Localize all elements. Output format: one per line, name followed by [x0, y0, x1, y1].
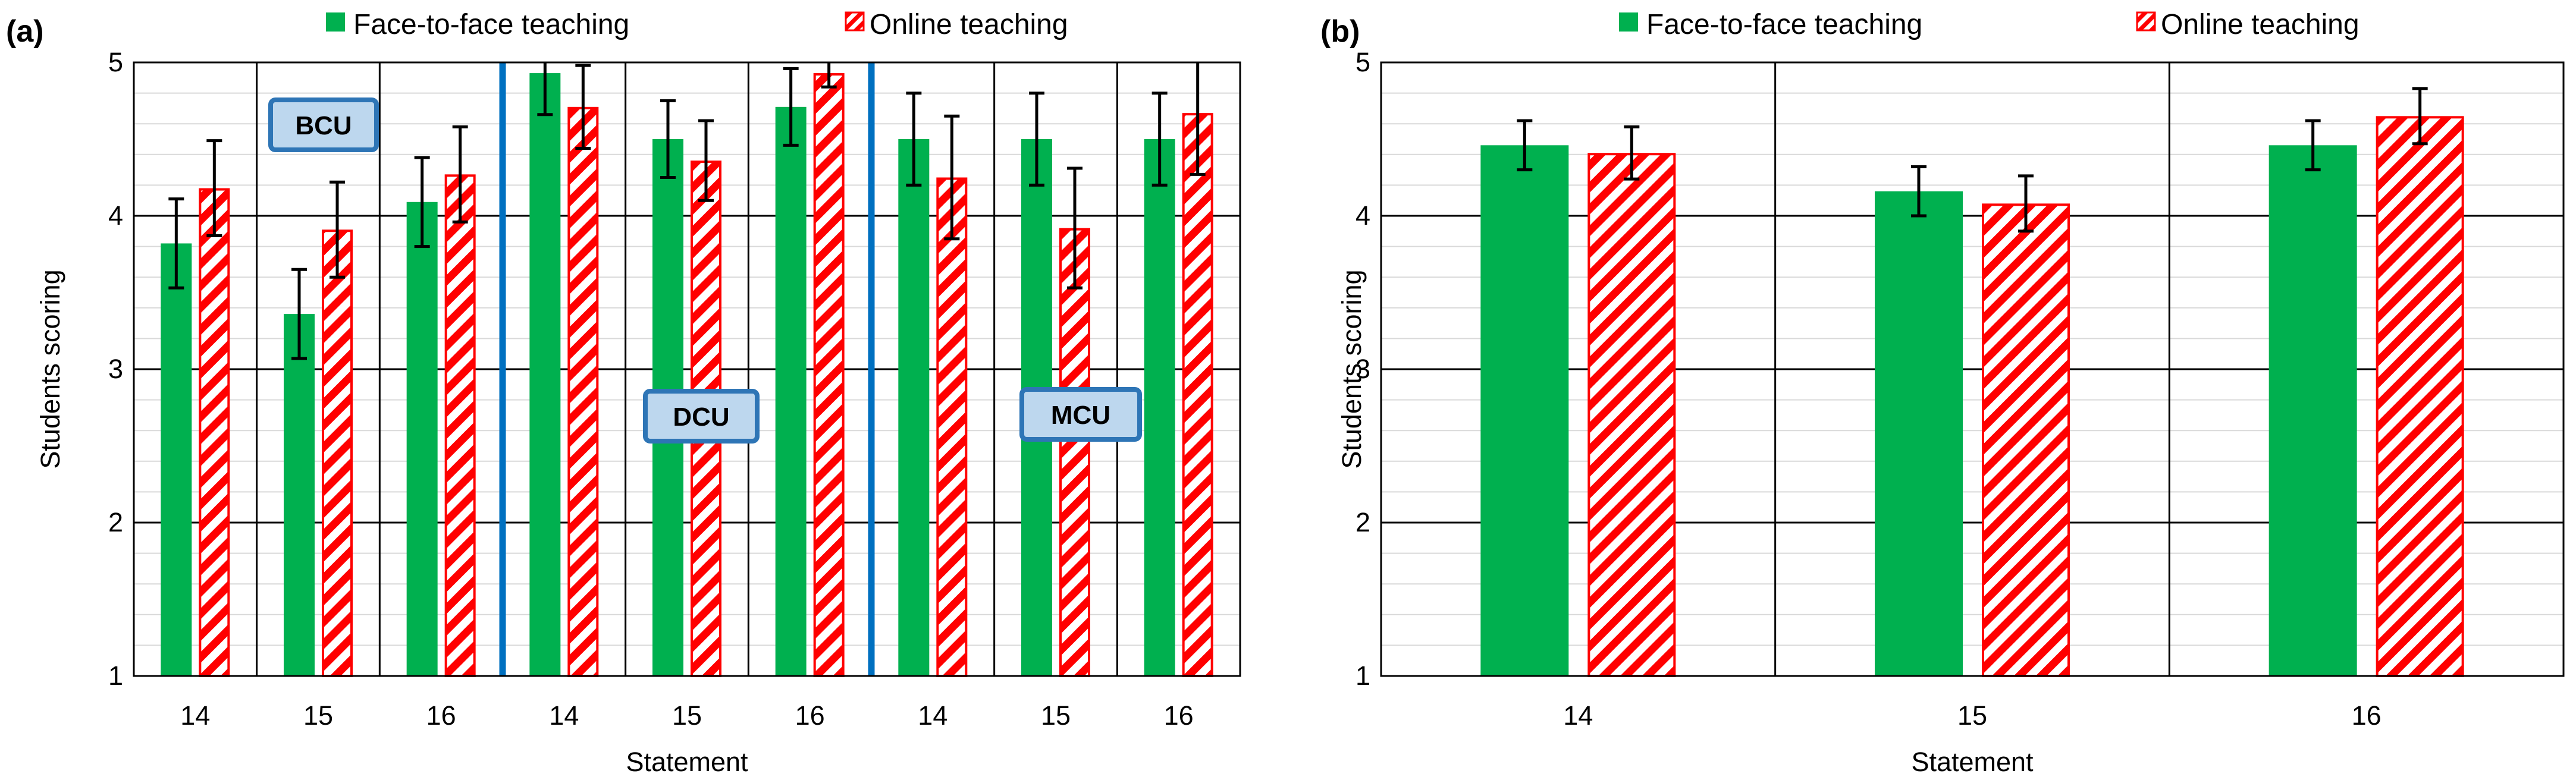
- plot-frame: [133, 61, 1241, 677]
- y-tick-label: 4: [1356, 200, 1370, 231]
- y-axis-title: Students scoring: [1336, 269, 1367, 468]
- x-tick-label: 16: [426, 700, 456, 731]
- legend-swatch-face: [1619, 12, 1638, 32]
- face-to-face-bar: [529, 73, 561, 676]
- legend-swatch-online: [845, 11, 865, 32]
- x-tick-label: 14: [1563, 700, 1593, 731]
- x-tick-label: 14: [180, 700, 210, 731]
- face-to-face-bar: [1875, 191, 1963, 677]
- plot-frame: [1380, 61, 2565, 677]
- x-tick-label: 16: [2352, 700, 2382, 731]
- legend-label-face: Face-to-face teaching: [1646, 9, 1922, 40]
- x-axis-title: Statement: [1911, 747, 2034, 777]
- panel-label: (a): [6, 14, 44, 49]
- online-bar: [1982, 203, 2070, 677]
- face-to-face-bar: [898, 139, 930, 676]
- y-tick-label: 5: [108, 47, 123, 77]
- region-label: MCU: [1051, 401, 1110, 430]
- online-bar: [1182, 113, 1213, 677]
- x-tick-label: 16: [1164, 700, 1194, 731]
- online-bar: [567, 106, 599, 677]
- y-axis-title: Students scoring: [35, 269, 65, 468]
- online-bar: [813, 73, 845, 677]
- chart-panel-a: 1 2 3 4 5 14 15 16 14 15 16 14 15 16 Statement Students…: [6, 9, 1241, 777]
- y-tick-label: 3: [108, 354, 123, 384]
- face-to-face-bar: [284, 314, 315, 676]
- y-tick-label: 5: [1356, 47, 1370, 77]
- online-bar: [1587, 153, 1676, 678]
- region-label: BCU: [295, 111, 352, 140]
- y-tick-label: 3: [1356, 354, 1370, 384]
- face-to-face-bar: [1144, 139, 1175, 676]
- legend-swatch-face: [326, 12, 345, 32]
- legend-label-online: Online teaching: [870, 9, 1068, 40]
- online-bar: [444, 174, 476, 677]
- face-to-face-bar: [406, 202, 438, 676]
- x-tick-label: 16: [795, 700, 825, 731]
- x-tick-label: 15: [672, 700, 702, 731]
- y-tick-label: 2: [1356, 507, 1370, 537]
- x-tick-label: 15: [1957, 700, 1987, 731]
- y-tick-label: 2: [108, 507, 123, 537]
- y-tick-label: 1: [1356, 661, 1370, 691]
- face-to-face-bar: [161, 243, 192, 676]
- panel-label: (b): [1320, 14, 1360, 49]
- x-tick-label: 15: [1041, 700, 1071, 731]
- region-label: DCU: [673, 402, 729, 432]
- x-axis-title: Statement: [626, 747, 748, 777]
- y-tick-label: 1: [108, 661, 123, 691]
- face-to-face-bar: [1480, 145, 1569, 676]
- chart-panel-b: 1 2 3 4 5 14 15 16 Statement Students scoring (b) F…: [1320, 9, 2565, 777]
- online-bar: [199, 188, 230, 677]
- legend-label-face: Face-to-face teaching: [353, 9, 629, 40]
- region-label-box: [268, 98, 379, 152]
- x-tick-label: 15: [303, 700, 333, 731]
- face-to-face-bar: [2268, 145, 2357, 676]
- online-bar: [2376, 116, 2464, 678]
- y-tick-label: 4: [108, 200, 123, 231]
- x-tick-label: 14: [549, 700, 579, 731]
- face-to-face-bar: [775, 106, 807, 676]
- online-bar: [1059, 228, 1090, 677]
- legend-swatch-online: [2136, 11, 2156, 32]
- region-label-box: [1019, 387, 1142, 442]
- region-label-box: [643, 389, 760, 444]
- online-bar: [322, 229, 353, 678]
- legend-label-online: Online teaching: [2161, 9, 2359, 40]
- x-tick-label: 14: [918, 700, 947, 731]
- online-bar: [936, 177, 968, 677]
